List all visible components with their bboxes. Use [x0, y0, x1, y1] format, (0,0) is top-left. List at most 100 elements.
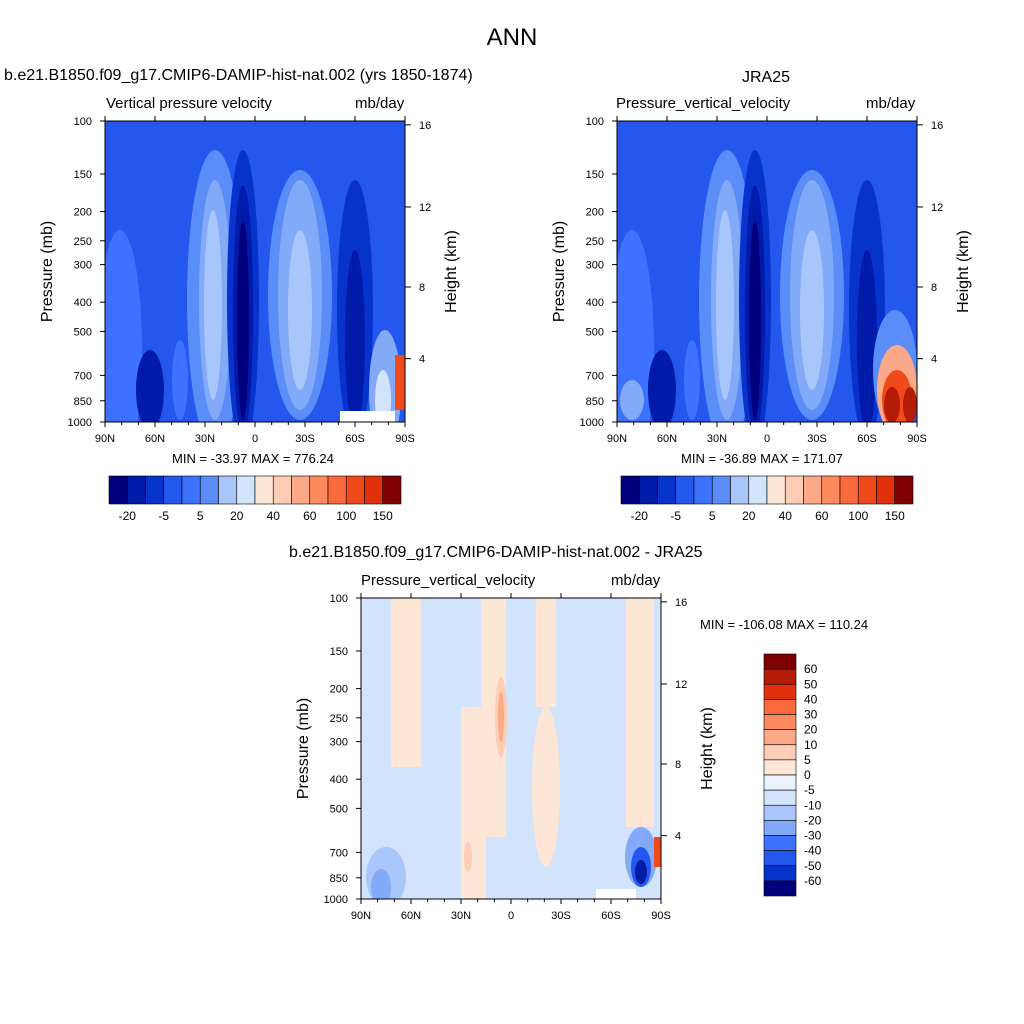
panel3-title: b.e21.B1850.f09_g17.CMIP6-DAMIP-hist-nat… — [289, 544, 703, 561]
y-tick-label: 850 — [74, 396, 92, 408]
colorbar-box — [763, 804, 797, 821]
colorbar-box — [763, 865, 797, 882]
y-tick-label: 400 — [74, 297, 92, 309]
panel2-title: JRA25 — [742, 69, 791, 86]
field-contour — [617, 230, 654, 422]
y-axis-label: Pressure (mb) — [295, 698, 312, 799]
y-tick-label: 850 — [330, 873, 348, 885]
colorbar-label: 50 — [804, 677, 818, 691]
colorbar-box — [857, 475, 877, 505]
y2-tick-label: 16 — [419, 120, 431, 132]
colorbar-label: 150 — [885, 509, 905, 523]
y-axis-label: Pressure (mb) — [551, 221, 568, 322]
field-region — [395, 355, 405, 410]
y-tick-label: 1000 — [324, 894, 348, 906]
y-tick-label: 200 — [330, 684, 348, 696]
panel1-title: b.e21.B1850.f09_g17.CMIP6-DAMIP-hist-nat… — [4, 67, 473, 84]
colorbar-label: -60 — [804, 874, 822, 888]
y-tick-label: 250 — [586, 236, 604, 248]
colorbar-label: 40 — [779, 509, 793, 523]
field-contour — [684, 340, 700, 420]
colorbar-box — [126, 475, 146, 505]
y-tick-label: 500 — [330, 803, 348, 815]
colorbar-label: 20 — [230, 509, 244, 523]
colorbar-label: 30 — [804, 708, 818, 722]
x-tick-label: 30N — [451, 910, 471, 922]
colorbar-box — [108, 475, 128, 505]
y-tick-label: 700 — [586, 370, 604, 382]
colorbar-label: 5 — [804, 753, 811, 767]
x-tick-label: 0 — [508, 910, 514, 922]
x-tick-label: 60N — [401, 910, 421, 922]
y2-tick-label: 4 — [931, 354, 937, 366]
x-tick-label: 60S — [601, 910, 621, 922]
y2-axis-label: Height (km) — [955, 230, 972, 313]
y-tick-label: 150 — [74, 169, 92, 181]
main-title: ANN — [486, 24, 538, 51]
colorbar-label: -5 — [804, 783, 815, 797]
colorbar-box — [218, 475, 238, 505]
y2-tick-label: 4 — [419, 354, 425, 366]
y-tick-label: 850 — [586, 396, 604, 408]
colorbar-box — [763, 759, 797, 776]
colorbar-box — [382, 475, 402, 505]
colorbar-box — [763, 774, 797, 791]
colorbar-label: 5 — [709, 509, 716, 523]
y2-tick-label: 8 — [675, 759, 681, 771]
y-tick-label: 100 — [330, 593, 348, 605]
axes: 100 150 200 250 300 400 500 700 850 1000 4 8 12 16 90N… — [295, 593, 716, 922]
colorbar-box — [821, 475, 841, 505]
panel3-variable-label: Pressure_vertical_velocity — [361, 572, 536, 589]
x-tick-label: 30N — [707, 433, 727, 445]
colorbar-box — [763, 835, 797, 851]
colorbar-label: -5 — [158, 509, 169, 523]
y-tick-label: 500 — [74, 326, 92, 338]
field — [361, 598, 661, 899]
y2-tick-label: 8 — [931, 282, 937, 294]
x-tick-label: 30S — [295, 433, 315, 445]
colorbar-box — [364, 475, 384, 505]
colorbar-box — [181, 475, 201, 505]
field-contour — [648, 350, 676, 422]
colorbar-label: 60 — [804, 662, 818, 676]
panel3-plot: 100 150 200 250 300 400 500 700 850 1000 4 8 12 16 90N… — [295, 593, 716, 922]
colorbar-label: 20 — [742, 509, 756, 523]
y2-tick-label: 12 — [675, 679, 687, 691]
y2-tick-label: 16 — [675, 597, 687, 609]
y-tick-label: 400 — [330, 774, 348, 786]
colorbar-box — [763, 729, 797, 746]
colorbar-label: 40 — [267, 509, 281, 523]
x-tick-label: 30S — [807, 433, 827, 445]
x-tick-label: 60N — [145, 433, 165, 445]
colorbar-label: 150 — [373, 509, 393, 523]
colorbar-box — [675, 475, 695, 505]
field — [105, 121, 405, 422]
x-tick-label: 90N — [95, 433, 115, 445]
field-region — [391, 598, 421, 767]
y-tick-label: 100 — [74, 116, 92, 128]
colorbar-label: -20 — [804, 813, 822, 827]
x-tick-label: 90N — [351, 910, 371, 922]
y2-tick-label: 4 — [675, 831, 681, 843]
panel2-minmax: MIN = -36.89 MAX = 171.07 — [681, 451, 843, 466]
colorbar-box — [309, 475, 329, 505]
field-contour — [857, 250, 877, 422]
field-region — [654, 837, 661, 867]
y-tick-label: 400 — [586, 297, 604, 309]
y-tick-label: 200 — [74, 207, 92, 219]
colorbar-box — [763, 744, 797, 761]
field-region — [105, 121, 405, 171]
y2-axis-label: Height (km) — [443, 230, 460, 313]
y-tick-label: 1000 — [580, 417, 604, 429]
x-tick-label: 90S — [395, 433, 415, 445]
y-tick-label: 300 — [586, 260, 604, 272]
colorbar-label: -20 — [631, 509, 649, 523]
field-contour — [105, 230, 142, 422]
panel1-colorbar: -20 -5 5 20 40 60 100 150 — [108, 475, 402, 523]
colorbar-label: -10 — [804, 798, 822, 812]
x-tick-label: 0 — [252, 433, 258, 445]
field-contour — [635, 860, 647, 884]
colorbar-label: -50 — [804, 859, 822, 873]
y2-tick-label: 12 — [419, 202, 431, 214]
colorbar-box — [638, 475, 658, 505]
